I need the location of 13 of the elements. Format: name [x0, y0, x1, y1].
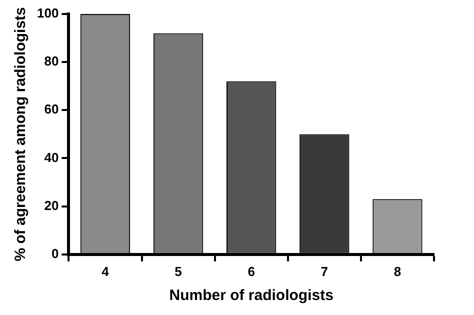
y-axis-title: % of agreement among radiologists [12, 7, 30, 262]
x-tick-label: 5 [174, 264, 182, 279]
x-tick-label: 4 [102, 264, 110, 279]
x-tick-label: 7 [320, 264, 328, 279]
y-tick-label: 0 [51, 246, 59, 261]
y-tick-label: 80 [44, 54, 59, 69]
x-tick-label: 6 [248, 264, 255, 279]
y-tick-label: 100 [36, 6, 59, 21]
y-tick-label: 40 [44, 150, 59, 165]
x-tick-label: 8 [394, 264, 402, 279]
y-tick-label: 60 [44, 102, 59, 117]
x-axis-title: Number of radiologists [169, 287, 334, 304]
y-tick-label: 20 [44, 198, 59, 213]
